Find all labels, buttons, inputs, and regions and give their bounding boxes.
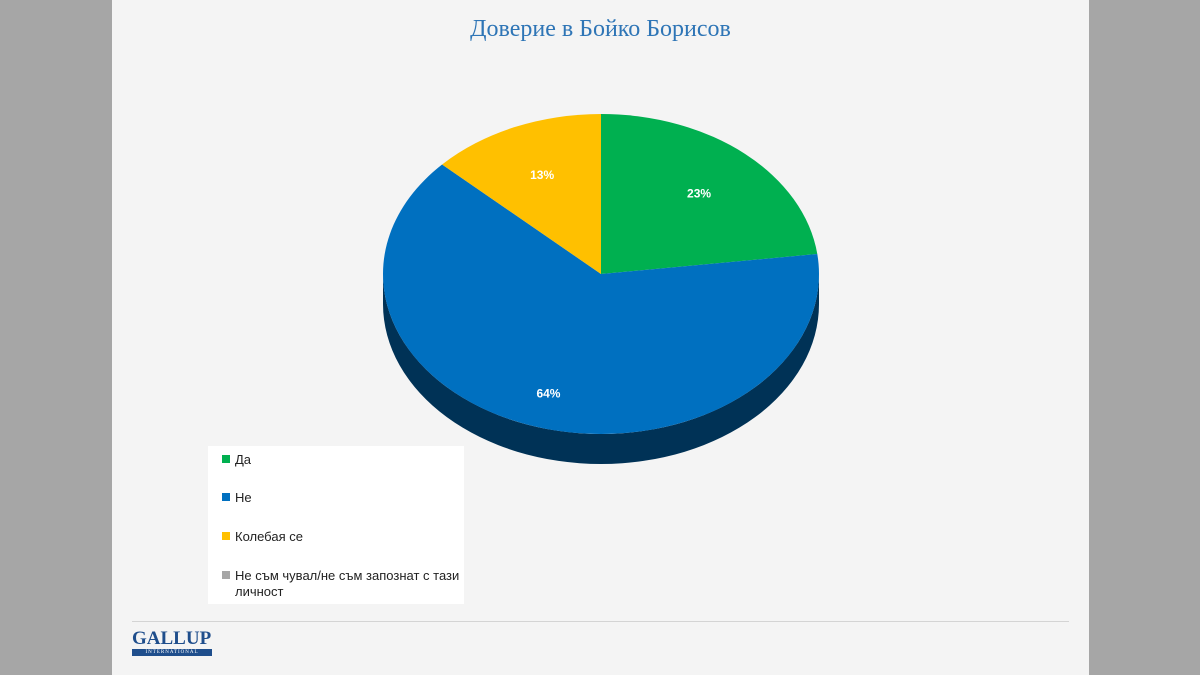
chart-title: Доверие в Бойко Борисов [470, 16, 731, 42]
pie-slice-0 [601, 114, 818, 274]
legend-item-3: Не съм чувал/не съм запознат с тази личн… [222, 568, 460, 600]
legend-swatch-2 [222, 532, 230, 540]
legend-label-0: Да [235, 452, 252, 467]
pie-label-0: 23% [687, 186, 711, 200]
pie-label-2: 13% [530, 168, 554, 182]
legend-label-3: Не съм чувал/не съм запознат с тази личн… [235, 568, 460, 599]
legend-label-1: Не [235, 490, 252, 505]
chart-legend: Да Не Колебая се Не съм чувал/не съм запозн… [208, 446, 464, 604]
pie-side-1 [383, 274, 819, 464]
legend-swatch-3 [222, 571, 230, 579]
logo-word: GALLUP [132, 628, 212, 649]
pie-slice-2 [442, 114, 601, 274]
gallup-logo: GALLUP INTERNATIONAL [132, 628, 212, 657]
pie-slice-1 [382, 164, 819, 435]
logo-sub: INTERNATIONAL [132, 649, 212, 656]
slide: Доверие в Бойко Борисов 23% 64% 13% Да Не Ко… [112, 0, 1089, 675]
legend-item-2: Колебая се [222, 529, 303, 545]
legend-item-1: Не [222, 490, 252, 506]
legend-label-2: Колебая се [235, 529, 303, 544]
legend-item-0: Да [222, 452, 251, 468]
pie-chart: 23% 64% 13% [382, 114, 819, 464]
pie-label-1: 64% [536, 387, 560, 401]
legend-swatch-1 [222, 493, 230, 501]
legend-swatch-0 [222, 455, 230, 463]
footer-divider [132, 621, 1069, 622]
